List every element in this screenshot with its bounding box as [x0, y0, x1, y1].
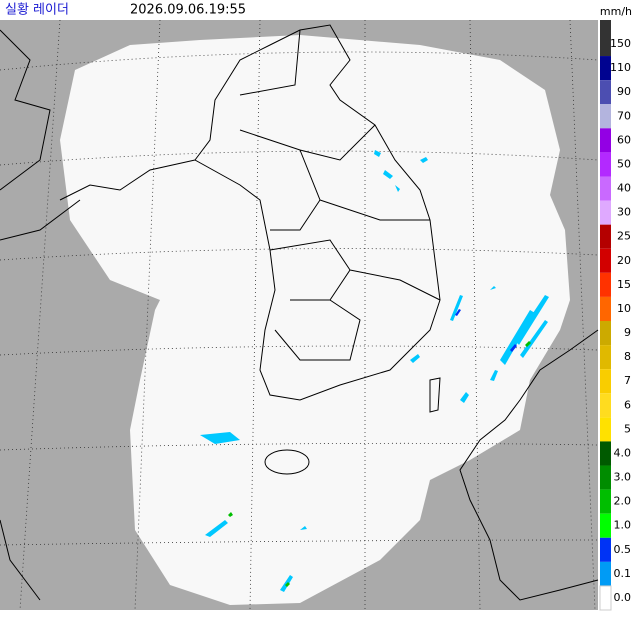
- legend-swatch: [600, 417, 611, 442]
- legend-label: 0.1: [614, 567, 632, 580]
- legend-swatch: [600, 393, 611, 418]
- legend-swatch: [600, 200, 611, 225]
- legend-swatch: [600, 56, 611, 81]
- legend-swatch: [600, 369, 611, 394]
- legend-label: 50: [617, 157, 631, 170]
- legend-label: 25: [617, 230, 631, 243]
- title: 실황 레이더: [5, 3, 69, 18]
- legend-label: 110: [610, 61, 631, 74]
- legend-swatch: [600, 272, 611, 297]
- legend-swatch: [600, 465, 611, 490]
- legend-label: 9: [624, 326, 631, 339]
- coastlines: [0, 24, 599, 601]
- legend: 150 110 90 70 60 50 40 30 25 20 15 10 9 8 7 6 5 4.0 3.0 2.0…: [599, 20, 632, 611]
- legend-label: 1.0: [614, 519, 632, 532]
- legend-label: 8: [624, 350, 631, 363]
- legend-swatch: [600, 345, 611, 370]
- timestamp: 2026.09.06.19:55: [130, 3, 246, 18]
- legend-label: 0.0: [614, 591, 632, 604]
- legend-swatch: [600, 441, 611, 466]
- legend-label: 10: [617, 302, 631, 315]
- legend-swatch: [600, 80, 611, 105]
- legend-label: 2.0: [614, 495, 632, 508]
- legend-label: 20: [617, 254, 631, 267]
- legend-swatch: [600, 489, 611, 514]
- legend-label: 70: [617, 109, 631, 122]
- legend-label: 150: [610, 37, 631, 50]
- legend-label: 60: [617, 133, 631, 146]
- legend-swatch: [600, 176, 611, 201]
- legend-swatch: [600, 128, 611, 153]
- legend-label: 40: [617, 182, 631, 195]
- legend-swatch: [600, 20, 611, 57]
- legend-label: 90: [617, 85, 631, 98]
- legend-swatch: [600, 513, 611, 538]
- legend-swatch: [600, 104, 611, 129]
- legend-label: 7: [624, 374, 631, 387]
- legend-label: 5: [624, 422, 631, 435]
- legend-swatch: [600, 224, 611, 249]
- legend-swatch: [600, 321, 611, 346]
- legend-swatch: [600, 561, 611, 586]
- radar-coverage: [60, 35, 570, 605]
- legend-label: 30: [617, 206, 631, 219]
- legend-label: 0.5: [614, 543, 632, 556]
- legend-label: 4.0: [614, 446, 632, 459]
- legend-swatch: [600, 152, 611, 177]
- legend-unit: mm/h: [600, 5, 632, 18]
- legend-swatch: [600, 296, 611, 321]
- rain-echoes: [200, 150, 549, 592]
- grid-lines: [0, 19, 599, 611]
- legend-label: 3.0: [614, 471, 632, 484]
- legend-swatch: [600, 248, 611, 273]
- legend-swatch: [600, 537, 611, 562]
- legend-label: 15: [617, 278, 631, 291]
- legend-swatch: [599, 585, 612, 611]
- legend-label: 6: [624, 398, 631, 411]
